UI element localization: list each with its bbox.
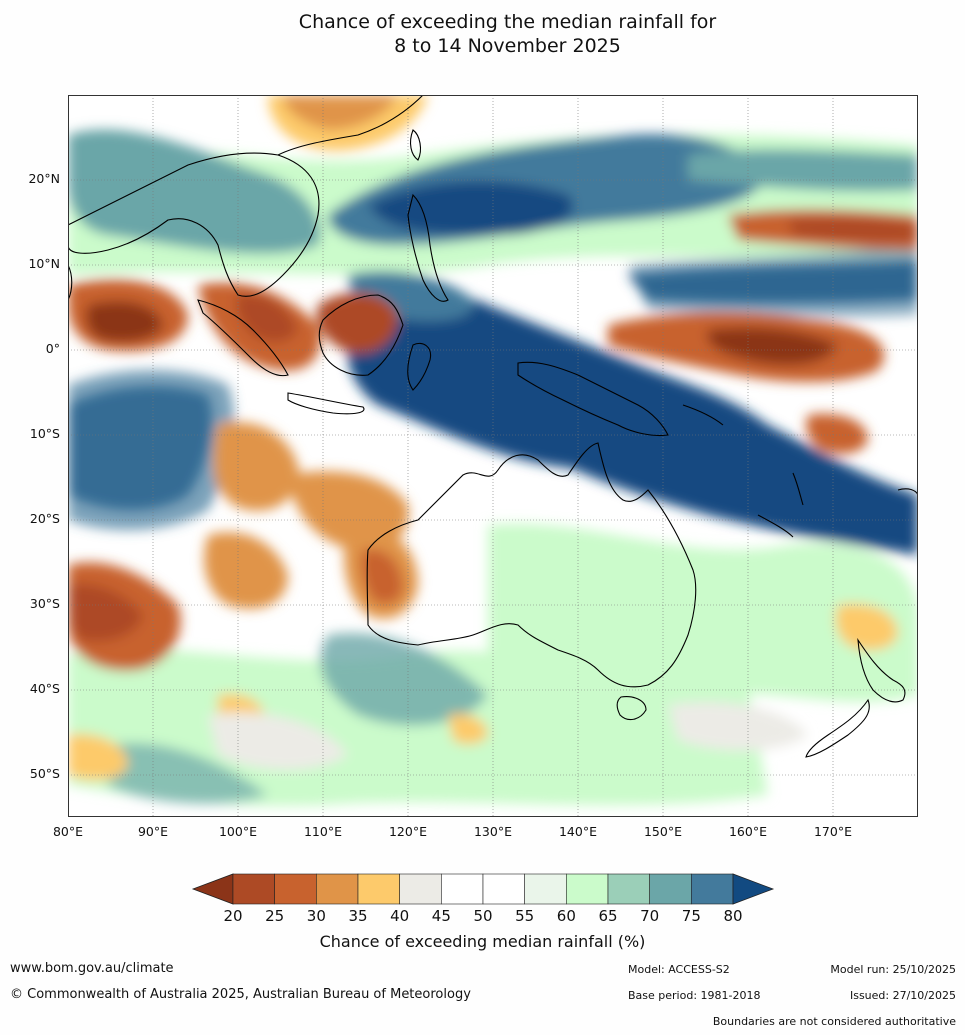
colorbar-tick-label: 70 [640, 907, 660, 925]
coastline-sri-lanka [68, 264, 73, 301]
colorbar-segment [482, 873, 525, 905]
colorbar-arrow-low [191, 873, 234, 905]
colorbar-tick-label: 60 [556, 907, 576, 925]
colorbar-tick-label: 65 [598, 907, 618, 925]
footer-issued: Issued: 27/10/2025 [849, 989, 956, 1002]
coastline-australia [366, 442, 697, 688]
colorbar-arrow-high [732, 873, 775, 905]
lat-label-10s: 10°S [29, 426, 60, 441]
lon-label-100e: 100°E [218, 824, 257, 839]
colorbar-tick-label: 45 [431, 907, 451, 925]
colorbar-tick-label: 25 [265, 907, 285, 925]
colorbar-segment [691, 873, 734, 905]
lat-label-equator: 0° [45, 341, 60, 356]
coastline-java [287, 392, 365, 415]
colorbar-segment [357, 873, 400, 905]
lat-label-40s: 40°S [29, 681, 60, 696]
footer-website: www.bom.gov.au/climate [10, 961, 174, 976]
footer-disclaimer: Boundaries are not considered authoritat… [712, 1015, 956, 1028]
lon-label-150e: 150°E [643, 824, 682, 839]
coastline-new-zealand-north [857, 637, 906, 703]
probability-fields [68, 95, 918, 806]
colorbar-title: Chance of exceeding median rainfall (%) [319, 932, 646, 951]
coastline-borneo [318, 294, 404, 376]
rainfall-probability-map [68, 95, 918, 817]
lon-label-170e: 170°E [813, 824, 852, 839]
colorbar-tick-label: 20 [223, 907, 243, 925]
lat-label-30s: 30°S [29, 596, 60, 611]
colorbar-tick-label: 80 [723, 907, 743, 925]
footer-model-run: Model run: 25/10/2025 [830, 963, 956, 976]
footer-base-period: Base period: 1981-2018 [628, 989, 761, 1002]
colorbar-tick-label: 40 [390, 907, 410, 925]
coastline-new-caledonia [757, 514, 794, 538]
map-title: Chance of exceeding the median rainfall … [0, 10, 965, 58]
colorbar-tick-label: 30 [306, 907, 326, 925]
lon-label-140e: 140°E [558, 824, 597, 839]
colorbar-tick-label: 75 [681, 907, 701, 925]
coastline-new-zealand-south [805, 698, 870, 758]
colorbar-segment [441, 873, 484, 905]
colorbar-tick-label: 50 [473, 907, 493, 925]
colorbar-segment [274, 873, 317, 905]
title-line-2: 8 to 14 November 2025 [394, 35, 621, 57]
coastline-vanuatu [792, 472, 804, 506]
lon-label-80e: 80°E [52, 824, 84, 839]
colorbar-segment [566, 873, 609, 905]
lon-label-120e: 120°E [388, 824, 427, 839]
coastline-tasmania [616, 696, 647, 721]
colorbar [191, 873, 775, 905]
lat-label-50s: 50°S [29, 766, 60, 781]
lat-label-20n: 20°N [28, 171, 60, 186]
lat-label-10n: 10°N [28, 256, 60, 271]
colorbar-segment [607, 873, 650, 905]
coastline-philippines [407, 193, 449, 302]
title-line-1: Chance of exceeding the median rainfall … [298, 11, 717, 33]
colorbar-segment [649, 873, 692, 905]
footer-model: Model: ACCESS-S2 [628, 963, 730, 976]
graticule [68, 95, 918, 817]
map-canvas [68, 95, 918, 817]
coastline-se-asia [68, 152, 320, 297]
colorbar-segment [399, 873, 442, 905]
colorbar-tick-label: 55 [515, 907, 535, 925]
coastline-solomons [682, 404, 724, 426]
coastline-taiwan [409, 129, 422, 161]
coastline-new-guinea [517, 361, 669, 437]
coastline-china [277, 95, 424, 156]
colorbar-segment [524, 873, 567, 905]
footer-copyright: © Commonwealth of Australia 2025, Austra… [10, 987, 471, 1002]
lon-label-90e: 90°E [137, 824, 169, 839]
colorbar-tick-label: 35 [348, 907, 368, 925]
lon-label-130e: 130°E [473, 824, 512, 839]
lon-label-160e: 160°E [728, 824, 767, 839]
lat-label-20s: 20°S [29, 511, 60, 526]
colorbar-segment [232, 873, 275, 905]
coastline-sulawesi [407, 342, 432, 391]
lon-label-110e: 110°E [303, 824, 342, 839]
coastline-sumatra [197, 299, 289, 377]
colorbar-segment [316, 873, 359, 905]
coastlines [68, 95, 918, 758]
map-frame [68, 95, 918, 817]
